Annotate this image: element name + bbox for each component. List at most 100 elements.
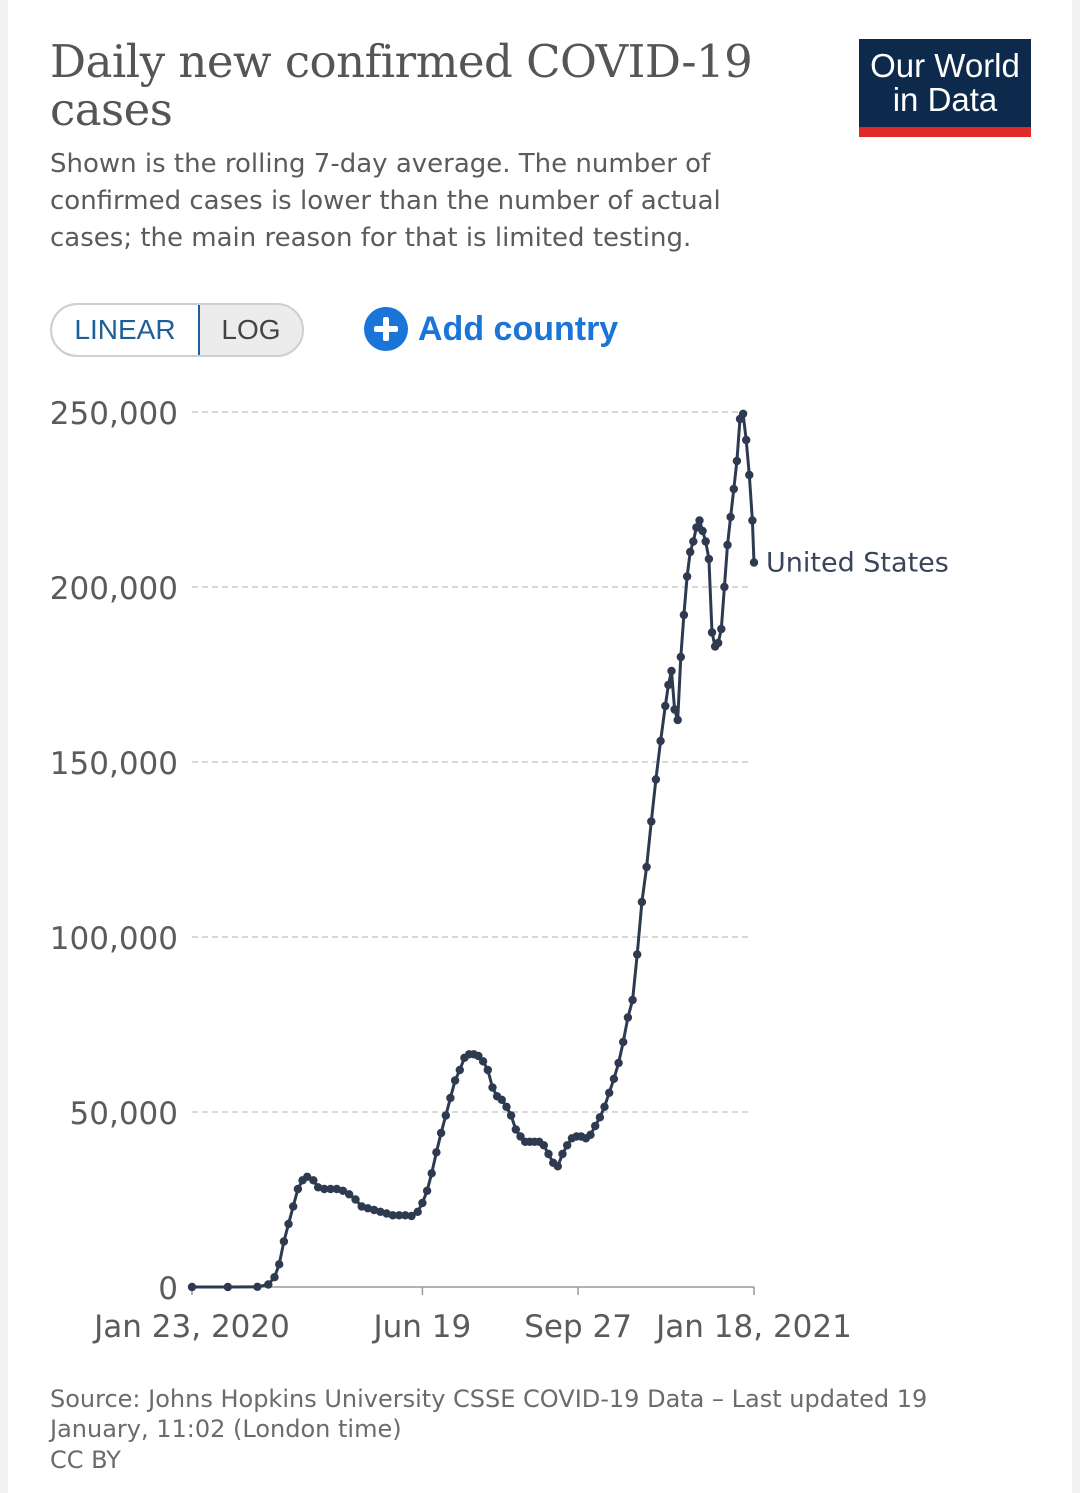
data-point bbox=[544, 1149, 553, 1159]
data-point bbox=[483, 1065, 492, 1075]
data-point bbox=[326, 1184, 335, 1194]
license-note: CC BY bbox=[50, 1446, 121, 1474]
data-point bbox=[749, 558, 759, 567]
data-point bbox=[279, 1237, 289, 1246]
chart-card bbox=[8, 0, 1072, 1493]
data-point bbox=[320, 1184, 329, 1194]
data-point bbox=[676, 652, 685, 662]
data-point bbox=[586, 1130, 595, 1140]
data-point bbox=[418, 1198, 427, 1208]
data-point bbox=[539, 1141, 548, 1150]
data-point bbox=[293, 1184, 303, 1194]
data-point bbox=[745, 470, 754, 480]
data-point bbox=[413, 1207, 422, 1217]
data-point bbox=[497, 1095, 506, 1105]
source-note: Source: Johns Hopkins University CSSE CO… bbox=[50, 1385, 928, 1443]
data-point bbox=[264, 1280, 273, 1289]
data-point bbox=[595, 1113, 605, 1122]
data-point bbox=[726, 512, 735, 522]
data-point bbox=[488, 1083, 497, 1092]
data-point bbox=[623, 1013, 633, 1022]
data-point bbox=[682, 572, 692, 581]
x-tick-label: Jan 23, 2020 bbox=[92, 1309, 290, 1345]
owid-logo[interactable]: Our World in Data bbox=[859, 39, 1031, 137]
data-point bbox=[642, 862, 651, 872]
data-point bbox=[698, 526, 707, 536]
data-point bbox=[720, 582, 729, 592]
data-point bbox=[441, 1111, 450, 1120]
y-tick-label: 50,000 bbox=[70, 1096, 178, 1132]
data-point bbox=[345, 1190, 354, 1199]
series-line bbox=[192, 412, 756, 1289]
logo-line-2: in Data bbox=[892, 81, 998, 118]
data-point bbox=[369, 1205, 379, 1215]
data-point bbox=[628, 995, 637, 1005]
x-tick-label: Sep 27 bbox=[524, 1309, 632, 1345]
y-tick-label: 150,000 bbox=[50, 746, 178, 782]
data-point bbox=[664, 680, 673, 690]
data-point bbox=[455, 1065, 464, 1075]
data-point bbox=[436, 1128, 446, 1138]
data-point bbox=[401, 1211, 410, 1220]
data-point bbox=[667, 666, 676, 676]
data-point bbox=[394, 1211, 404, 1220]
x-tick-label: Jun 19 bbox=[372, 1309, 472, 1345]
data-point bbox=[748, 516, 757, 525]
y-tick-label: 200,000 bbox=[50, 571, 178, 607]
data-point bbox=[553, 1162, 562, 1171]
data-point bbox=[701, 537, 710, 546]
data-point bbox=[689, 537, 698, 546]
data-point bbox=[738, 409, 748, 418]
data-point bbox=[637, 897, 647, 907]
data-point bbox=[187, 1282, 197, 1292]
data-point bbox=[661, 701, 670, 711]
y-tick-label: 100,000 bbox=[50, 921, 178, 957]
data-point bbox=[704, 554, 714, 564]
data-point bbox=[422, 1186, 432, 1196]
data-point bbox=[388, 1211, 397, 1220]
data-point bbox=[351, 1195, 360, 1204]
data-point bbox=[695, 516, 704, 525]
logo-line-1: Our World bbox=[870, 47, 1020, 84]
y-tick-label: 250,000 bbox=[50, 396, 178, 432]
data-point bbox=[223, 1282, 232, 1292]
add-country-label: Add country bbox=[418, 309, 619, 348]
data-point bbox=[647, 817, 656, 826]
data-point bbox=[506, 1111, 516, 1120]
data-point bbox=[275, 1260, 284, 1269]
data-point bbox=[289, 1202, 298, 1211]
scale-toggle: LINEAR LOG bbox=[50, 303, 304, 357]
data-point bbox=[717, 624, 726, 634]
data-point bbox=[563, 1141, 572, 1150]
data-point bbox=[686, 547, 695, 557]
data-point bbox=[656, 736, 665, 746]
data-point bbox=[732, 456, 742, 466]
data-point bbox=[633, 950, 642, 959]
data-point bbox=[673, 715, 682, 725]
data-point bbox=[446, 1093, 455, 1103]
data-point bbox=[407, 1211, 416, 1221]
plus-circle-icon bbox=[364, 307, 408, 351]
data-point bbox=[502, 1102, 511, 1112]
data-point bbox=[605, 1088, 614, 1098]
data-point bbox=[619, 1037, 628, 1047]
data-point bbox=[478, 1057, 488, 1066]
data-point bbox=[253, 1282, 262, 1292]
log-scale-button[interactable]: LOG bbox=[221, 314, 281, 345]
data-point bbox=[511, 1125, 520, 1134]
data-point bbox=[427, 1169, 436, 1178]
data-point bbox=[714, 638, 723, 648]
data-point bbox=[723, 540, 732, 550]
data-point bbox=[600, 1102, 609, 1112]
series-label: United States bbox=[766, 548, 949, 579]
linear-scale-button[interactable]: LINEAR bbox=[52, 305, 200, 355]
chart-title: Daily new confirmed COVID-19 cases bbox=[50, 35, 753, 136]
add-country-button[interactable]: Add country bbox=[364, 305, 618, 353]
data-point bbox=[692, 523, 701, 532]
data-point bbox=[303, 1172, 312, 1182]
data-point bbox=[707, 628, 717, 637]
data-point bbox=[679, 610, 689, 620]
data-point bbox=[670, 705, 679, 714]
data-point bbox=[591, 1121, 600, 1131]
